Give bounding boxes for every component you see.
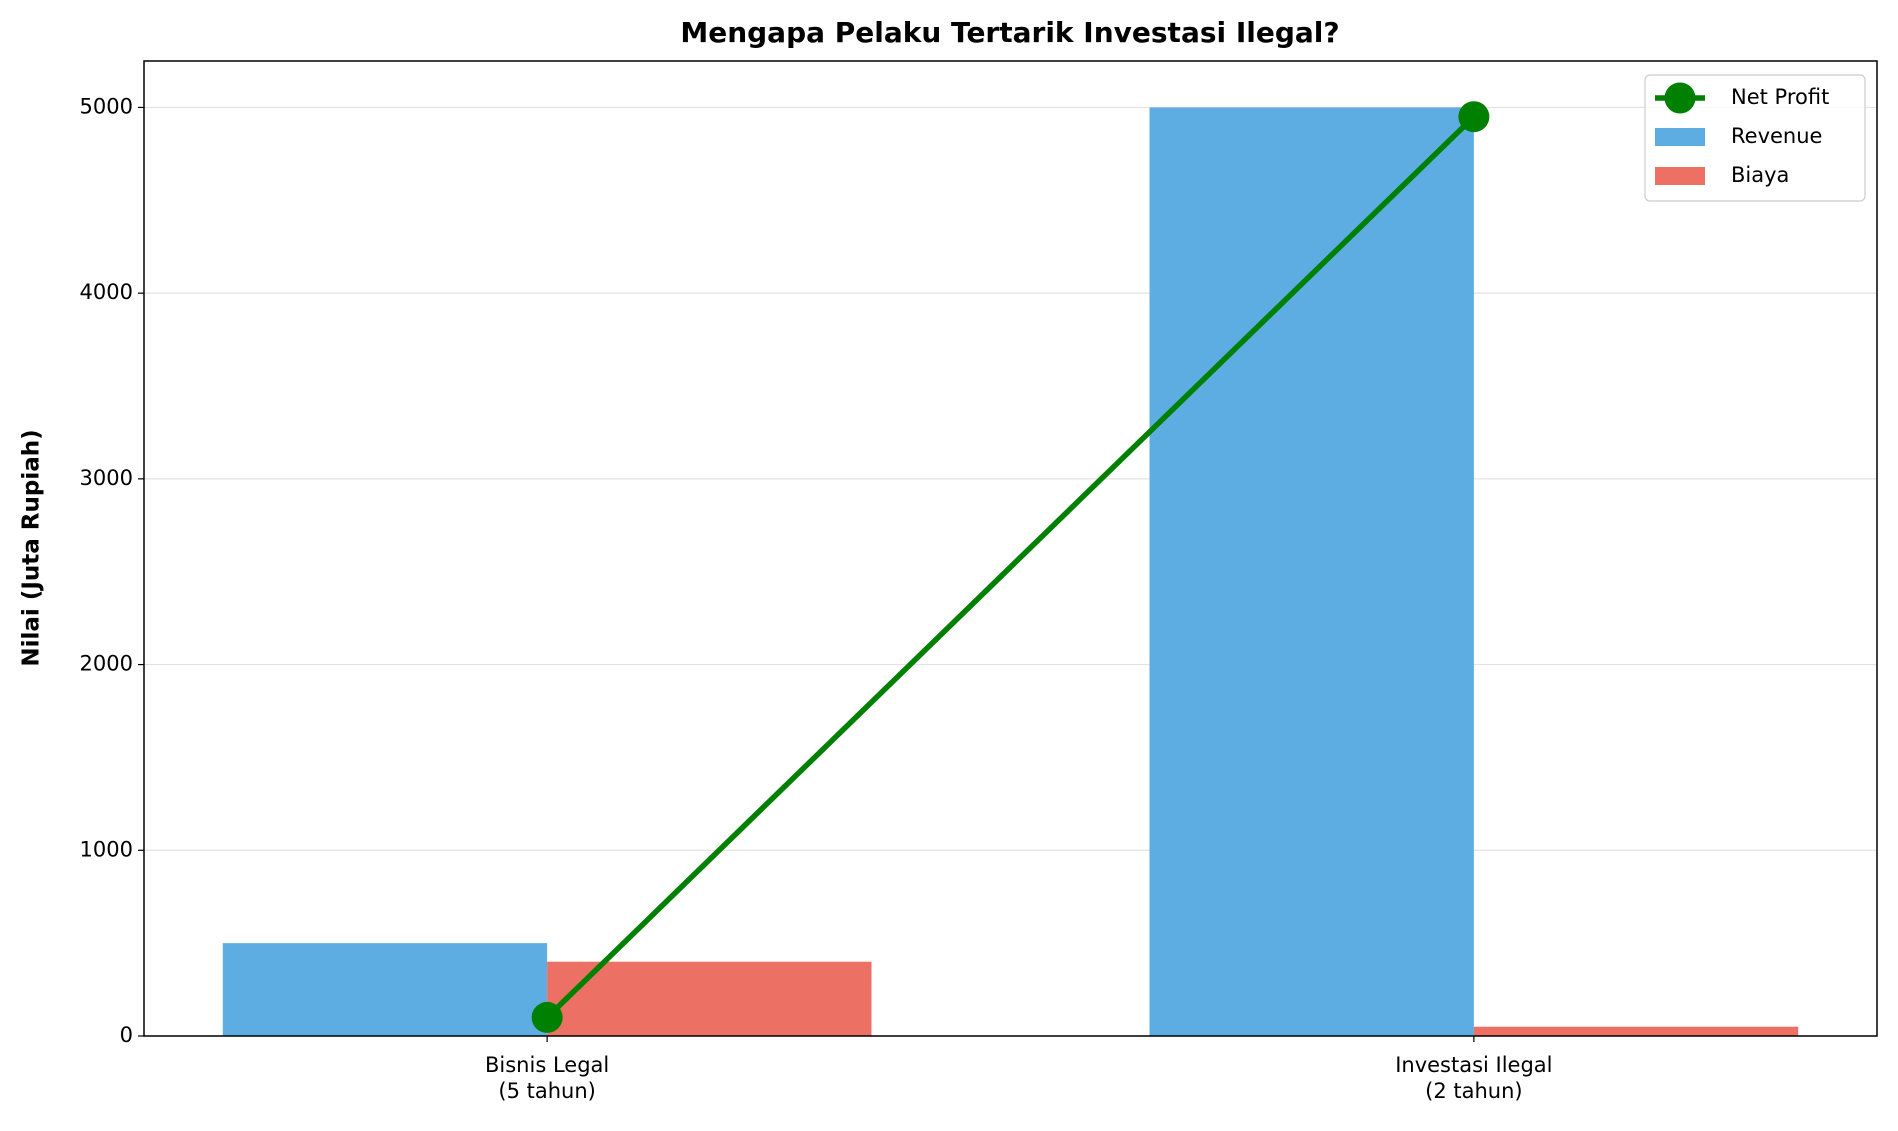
- y-tick-label: 5000: [80, 94, 133, 118]
- legend-marker: [1664, 82, 1696, 114]
- legend-label: Net Profit: [1731, 85, 1829, 109]
- y-tick-label: 0: [120, 1023, 133, 1047]
- x-tick-label: Investasi Ilegal (2 tahun): [1395, 1053, 1553, 1103]
- y-tick-label: 1000: [80, 837, 133, 861]
- bar: [222, 943, 548, 1036]
- line-marker: [1458, 101, 1490, 133]
- chart-title: Mengapa Pelaku Tertarik Investasi Ilegal…: [680, 16, 1339, 49]
- axes-frame: [143, 60, 1878, 1037]
- legend-swatch: [1655, 128, 1705, 146]
- y-tick-label: 2000: [80, 652, 133, 676]
- y-tick-label: 4000: [80, 280, 133, 304]
- bar: [1473, 1026, 1799, 1036]
- line: [545, 114, 1476, 1020]
- y-axis-label: Nilai (Juta Rupiah): [19, 429, 45, 666]
- legend-label: Biaya: [1731, 163, 1789, 187]
- x-tick-label: Bisnis Legal (5 tahun): [485, 1053, 610, 1103]
- y-tick-label: 3000: [80, 466, 133, 490]
- line-marker: [531, 1001, 563, 1033]
- bar: [1149, 107, 1474, 1036]
- legend-label: Revenue: [1731, 124, 1822, 148]
- bar: [547, 961, 872, 1036]
- legend-swatch: [1655, 167, 1705, 185]
